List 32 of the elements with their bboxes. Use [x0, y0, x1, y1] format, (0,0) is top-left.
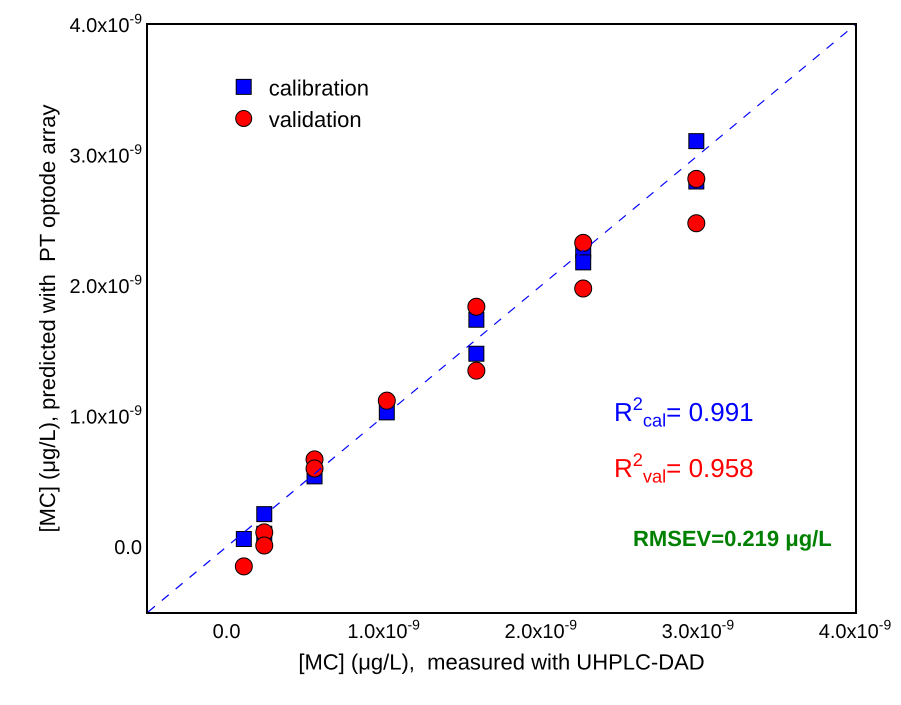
point — [688, 133, 704, 150]
point — [687, 214, 706, 232]
x-axis-title: [MC] (μg/L), measured with UHPLC-DAD — [298, 649, 705, 674]
point — [468, 346, 484, 362]
point — [234, 557, 253, 576]
legend-label: calibration — [268, 75, 369, 100]
point — [574, 234, 592, 252]
point — [467, 362, 486, 380]
y-tick-label: 0.0 — [114, 536, 142, 559]
y-tick-label: 3.0x10$^{-9}$ — [69, 141, 142, 168]
point — [236, 530, 252, 547]
point — [574, 280, 592, 298]
annotation: RMSEV=0.219 μg/L — [633, 526, 832, 551]
y-axis-title: [MC] (μg/L), predicted with PT optode array — [34, 104, 60, 533]
point — [255, 536, 274, 554]
point — [256, 506, 272, 522]
point — [687, 170, 706, 188]
x-tick-label: 4.0x10$^{-9}$ — [818, 616, 892, 643]
x-tick-label: 0.0 — [212, 621, 240, 643]
x-tick-label: 1.0x10$^{-9}$ — [347, 616, 420, 643]
annotation: R$^{2}$$_{val}$= 0.958 — [614, 450, 754, 486]
x-tick-label: 3.0x10$^{-9}$ — [662, 616, 734, 643]
point — [306, 460, 324, 478]
y-tick-label: 4.0x10$^{-9}$ — [69, 10, 142, 37]
point — [575, 254, 592, 270]
y-tick-label: 1.0x10$^{-9}$ — [69, 402, 142, 428]
point — [378, 392, 396, 410]
annotation: R$^{2}$$_{cal}$= 0.991 — [614, 394, 754, 430]
legend-label: validation — [268, 107, 362, 132]
point — [467, 298, 486, 316]
y-tick-label: 2.0x10$^{-9}$ — [69, 271, 142, 298]
x-tick-label: 2.0x10$^{-9}$ — [504, 616, 578, 643]
